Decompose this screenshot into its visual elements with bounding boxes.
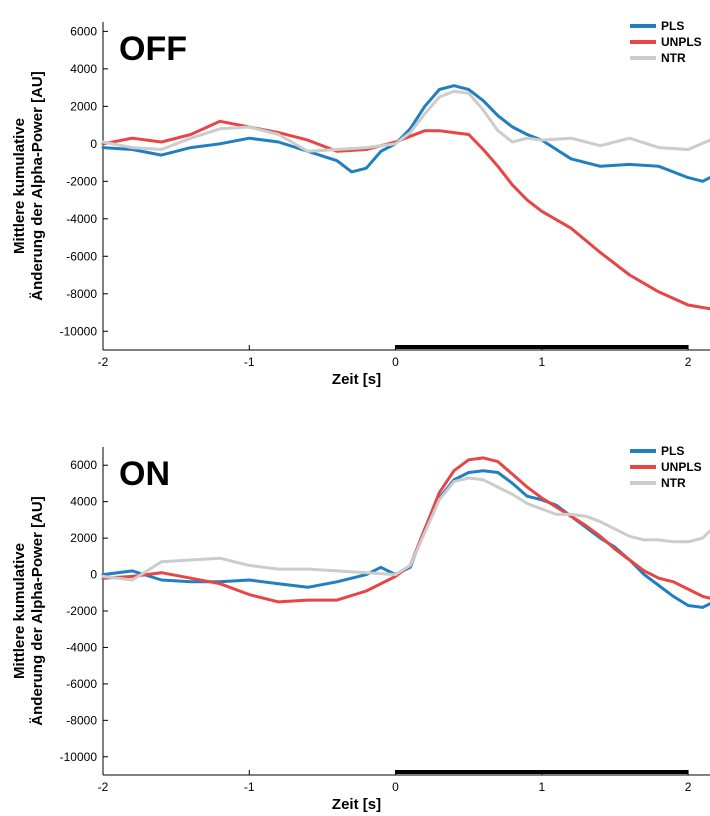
panel-label: ON xyxy=(119,455,170,493)
y-axis-label: Mittlere kumulative xyxy=(11,118,28,254)
x-tick-label: -1 xyxy=(244,355,255,369)
x-tick-label: 0 xyxy=(392,355,399,369)
legend-label-ntr: NTR xyxy=(661,51,686,65)
x-tick-label: 1 xyxy=(538,780,545,794)
legend-label-pls: PLS xyxy=(661,19,684,33)
on-panel: 6000 4000 2000 0 -2000 -4000 -6000 -8000 -10000 -… xyxy=(11,444,710,813)
x-tick-label: 1 xyxy=(538,355,545,369)
y-tick-label: -10000 xyxy=(60,324,98,338)
y-axis-label: Mittlere kumulative xyxy=(11,543,28,679)
series-line-unpls xyxy=(101,456,710,604)
y-axis-label: Änderung der Alpha-Power [AU] xyxy=(29,496,46,725)
x-axis-label: Zeit [s] xyxy=(332,796,381,813)
y-tick-label: 2000 xyxy=(70,531,97,545)
x-tick-label: 2 xyxy=(685,780,692,794)
y-tick-label: -8000 xyxy=(66,287,97,301)
y-tick-label: 4000 xyxy=(70,495,97,509)
y-tick-label: 6000 xyxy=(70,24,97,38)
y-tick-label: 0 xyxy=(90,137,97,151)
y-tick-label: -4000 xyxy=(66,640,97,654)
y-tick-label: 0 xyxy=(90,568,97,582)
y-axis-label: Änderung der Alpha-Power [AU] xyxy=(29,71,46,300)
series-line-pls xyxy=(101,469,710,609)
y-tick-label: -6000 xyxy=(66,249,97,263)
legend-label-unpls: UNPLS xyxy=(661,460,702,474)
series-line-unpls xyxy=(101,119,710,311)
off-panel: 6000 4000 2000 0 -2000 -4000 -6000 -8000 -10000 -… xyxy=(11,19,710,388)
y-tick-label: -8000 xyxy=(66,713,97,727)
x-tick-label: 0 xyxy=(392,780,399,794)
series-line-pls xyxy=(101,84,710,183)
legend-label-pls: PLS xyxy=(661,444,684,458)
y-tick-label: -2000 xyxy=(66,174,97,188)
y-tick-label: -10000 xyxy=(60,750,98,764)
y-tick-label: 2000 xyxy=(70,99,97,113)
legend-label-unpls: UNPLS xyxy=(661,35,702,49)
x-tick-label: -2 xyxy=(98,780,109,794)
series-line-ntr xyxy=(101,476,710,582)
y-tick-label: 4000 xyxy=(70,62,97,76)
y-tick-label: 6000 xyxy=(70,458,97,472)
x-tick-label: 2 xyxy=(685,355,692,369)
x-tick-label: -2 xyxy=(98,355,109,369)
x-axis-label: Zeit [s] xyxy=(332,371,381,388)
y-tick-label: -2000 xyxy=(66,604,97,618)
y-tick-label: -4000 xyxy=(66,212,97,226)
panel-label: OFF xyxy=(119,30,187,68)
x-tick-label: -1 xyxy=(244,780,255,794)
series-line-ntr xyxy=(101,89,710,153)
legend-label-ntr: NTR xyxy=(661,476,686,490)
y-tick-label: -6000 xyxy=(66,677,97,691)
